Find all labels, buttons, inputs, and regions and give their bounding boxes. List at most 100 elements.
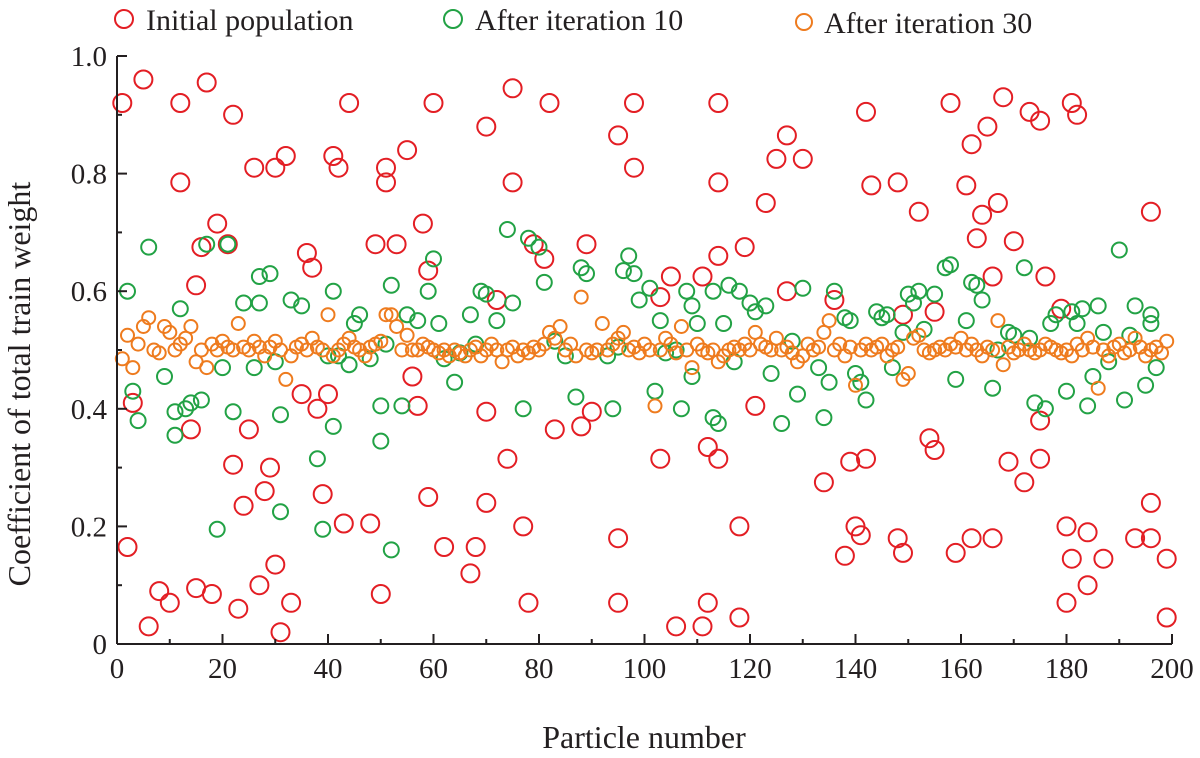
point-initial-population: [1056, 516, 1077, 537]
point-after-iteration-10: [899, 285, 917, 303]
point-initial-population: [697, 592, 718, 613]
point-after-iteration-30: [278, 371, 294, 387]
point-initial-population: [608, 528, 629, 549]
point-initial-population: [908, 201, 929, 222]
point-initial-population: [1140, 528, 1161, 549]
point-initial-population: [729, 516, 750, 537]
point-after-iteration-10: [393, 397, 411, 415]
point-initial-population: [1030, 410, 1051, 431]
point-after-iteration-10: [250, 268, 268, 285]
point-after-iteration-10: [926, 285, 944, 303]
point-after-iteration-30: [642, 342, 658, 358]
point-after-iteration-10: [567, 388, 585, 406]
point-after-iteration-10: [430, 315, 448, 332]
point-after-iteration-10: [419, 282, 437, 300]
point-after-iteration-10: [868, 303, 886, 321]
point-initial-population: [666, 616, 687, 637]
point-initial-population: [961, 134, 982, 155]
point-after-iteration-30: [552, 319, 568, 334]
point-after-iteration-10: [1094, 323, 1112, 341]
point-after-iteration-10: [382, 276, 400, 294]
point-after-iteration-10: [688, 315, 706, 332]
point-initial-population: [576, 234, 597, 255]
point-initial-population: [776, 281, 797, 302]
point-after-iteration-30: [199, 360, 215, 376]
point-after-iteration-10: [1068, 315, 1086, 332]
point-initial-population: [856, 101, 876, 122]
point-after-iteration-10: [488, 312, 506, 330]
point-after-iteration-10: [620, 247, 638, 265]
point-after-iteration-30: [615, 324, 631, 340]
x-tick-label: 60: [419, 653, 448, 685]
point-after-iteration-10: [878, 306, 896, 324]
point-after-iteration-30: [842, 339, 858, 355]
point-after-iteration-30: [848, 377, 863, 393]
point-after-iteration-30: [911, 327, 927, 343]
point-after-iteration-10: [704, 409, 722, 427]
point-after-iteration-10: [308, 450, 326, 468]
point-after-iteration-10: [1058, 382, 1075, 400]
point-initial-population: [312, 484, 333, 505]
point-initial-population: [386, 234, 407, 255]
point-initial-population: [302, 257, 323, 278]
point-initial-population: [708, 245, 729, 266]
point-after-iteration-10: [820, 373, 838, 391]
point-after-iteration-10: [340, 356, 358, 374]
series-after-iteration-30: [114, 289, 1175, 414]
point-after-iteration-10: [535, 273, 553, 291]
point-initial-population: [1030, 448, 1051, 469]
point-initial-population: [1140, 201, 1161, 222]
point-after-iteration-10: [646, 382, 664, 400]
point-after-iteration-10: [678, 282, 696, 300]
point-after-iteration-10: [578, 265, 595, 283]
point-initial-population: [265, 157, 286, 178]
point-after-iteration-10: [741, 294, 759, 312]
point-after-iteration-10: [709, 415, 727, 432]
point-initial-population: [370, 584, 391, 604]
point-initial-population: [434, 537, 455, 557]
point-initial-population: [117, 537, 138, 557]
point-initial-population: [1014, 472, 1035, 493]
point-initial-population: [766, 148, 787, 169]
point-after-iteration-30: [573, 289, 589, 305]
point-after-iteration-10: [773, 415, 791, 432]
point-after-iteration-10: [156, 368, 173, 385]
point-initial-population: [265, 554, 286, 575]
point-after-iteration-30: [151, 345, 167, 361]
point-initial-population: [692, 266, 713, 287]
point-after-iteration-10: [293, 297, 311, 315]
point-after-iteration-30: [673, 319, 689, 334]
point-initial-population: [956, 175, 977, 196]
point-after-iteration-10: [351, 306, 369, 324]
point-initial-population: [376, 172, 396, 193]
point-initial-population: [1067, 104, 1088, 125]
point-after-iteration-30: [1159, 333, 1175, 349]
point-initial-population: [207, 213, 228, 234]
point-after-iteration-10: [910, 282, 928, 300]
legend-marker-after-iteration-30: [795, 13, 813, 31]
point-initial-population: [982, 266, 1003, 287]
point-initial-population: [318, 384, 338, 405]
point-initial-population: [887, 172, 908, 193]
point-after-iteration-10: [166, 403, 184, 421]
point-after-iteration-10: [715, 315, 733, 332]
point-initial-population: [328, 157, 349, 178]
point-initial-population: [465, 537, 486, 557]
point-initial-population: [502, 78, 523, 99]
x-tick-label: 140: [834, 653, 878, 685]
point-after-iteration-10: [815, 409, 833, 427]
point-after-iteration-30: [589, 342, 605, 358]
point-after-iteration-30: [900, 366, 916, 381]
point-after-iteration-10: [372, 397, 390, 415]
point-initial-population: [497, 448, 518, 469]
point-initial-population: [660, 266, 681, 287]
point-after-iteration-10: [214, 359, 231, 377]
point-initial-population: [982, 528, 1003, 549]
point-after-iteration-30: [1090, 380, 1106, 396]
point-initial-population: [518, 592, 539, 613]
point-after-iteration-30: [990, 313, 1006, 329]
point-initial-population: [1061, 93, 1082, 113]
point-after-iteration-30: [230, 316, 246, 331]
point-after-iteration-10: [625, 265, 643, 283]
x-ticks: 0 20 40 60 80 100 120 140 160 180 200: [110, 634, 1194, 685]
